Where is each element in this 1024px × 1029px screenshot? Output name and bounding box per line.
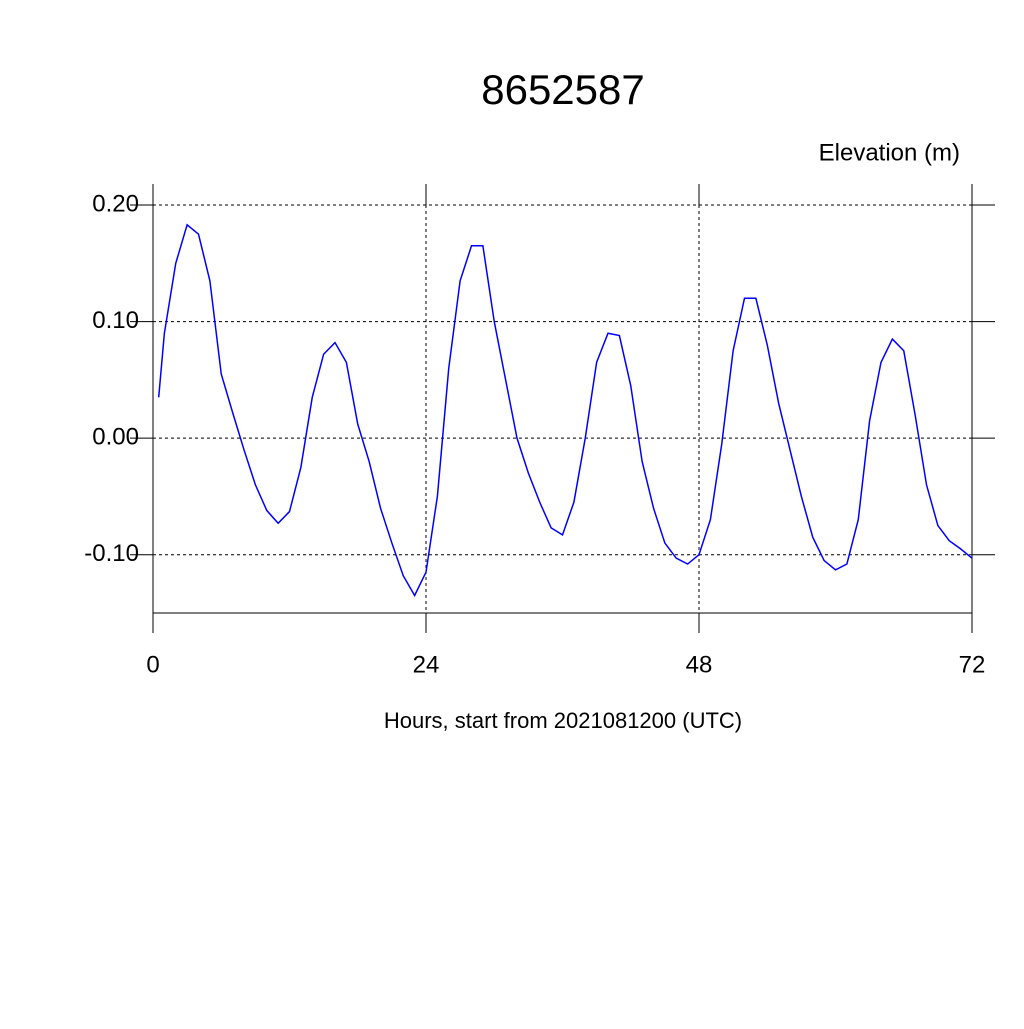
- x-tick-label: 24: [413, 651, 440, 678]
- x-tick-label: 0: [146, 651, 159, 678]
- x-axis-label: Hours, start from 2021081200 (UTC): [384, 708, 742, 733]
- x-tick-label: 72: [959, 651, 986, 678]
- y-axis-label: Elevation (m): [819, 139, 960, 166]
- y-tick-label: 0.00: [92, 423, 139, 450]
- chart-title: 8652587: [481, 66, 645, 113]
- data-line: [157, 223, 973, 598]
- y-tick-label: 0.10: [92, 307, 139, 334]
- y-tick-label: 0.20: [92, 190, 139, 217]
- x-tick-label: 48: [686, 651, 713, 678]
- y-tick-label: -0.10: [84, 540, 139, 567]
